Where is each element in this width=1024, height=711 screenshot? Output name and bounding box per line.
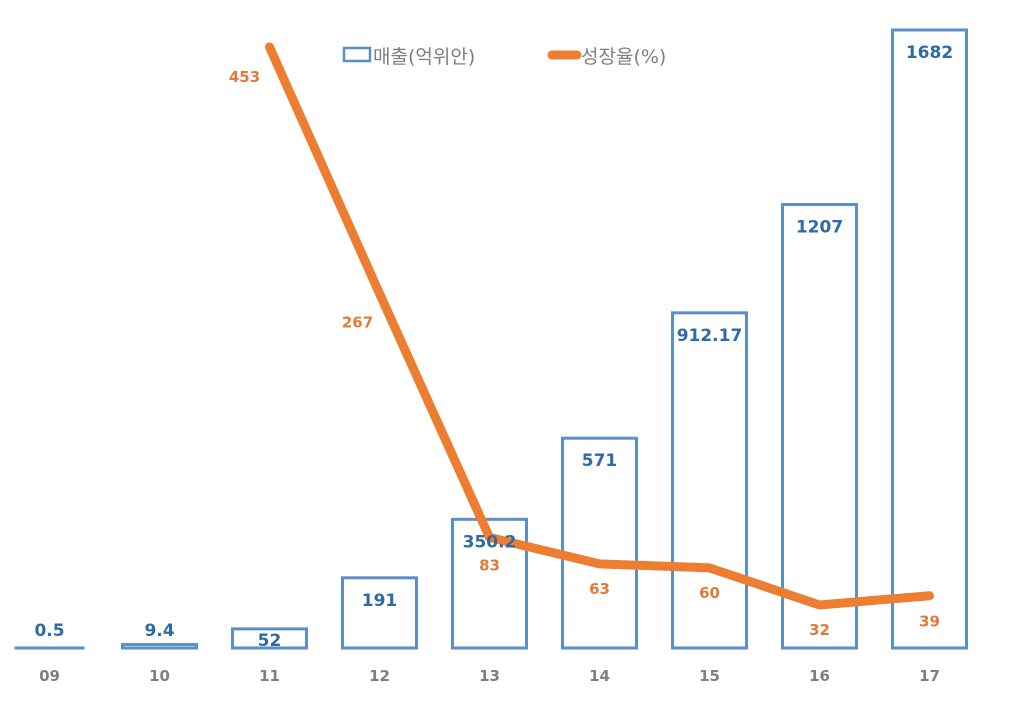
growth-rate-value-label: 63 bbox=[589, 580, 610, 598]
category-label: 13 bbox=[479, 667, 500, 685]
growth-rate-value-label: 39 bbox=[919, 613, 940, 631]
sales-value-label: 9.4 bbox=[144, 621, 174, 641]
sales-value-label: 52 bbox=[258, 631, 282, 651]
sales-bar bbox=[231, 627, 308, 650]
growth-rate-polyline bbox=[265, 42, 934, 610]
sales-bar bbox=[561, 436, 638, 650]
growth-rate-value-label: 83 bbox=[479, 556, 500, 574]
category-label: 17 bbox=[919, 667, 940, 685]
category-label: 09 bbox=[39, 667, 60, 685]
legend-bar-swatch bbox=[342, 46, 372, 63]
sales-bar bbox=[891, 28, 968, 650]
legend: 매출(억위안) 성장율(%) bbox=[342, 46, 666, 68]
sales-value-label: 350.2 bbox=[463, 532, 517, 552]
category-label: 11 bbox=[259, 667, 280, 685]
sales-value-label: 1207 bbox=[796, 218, 843, 238]
growth-rate-line bbox=[265, 42, 934, 610]
sales-bar bbox=[781, 203, 858, 650]
sales-bar bbox=[671, 311, 748, 650]
sales-value-label: 0.5 bbox=[34, 621, 64, 641]
sales-bar bbox=[121, 643, 198, 650]
sales-bars bbox=[14, 28, 968, 650]
legend-bar-label: 매출(억위안) bbox=[373, 46, 475, 68]
category-label: 10 bbox=[149, 667, 170, 685]
sales-value-label: 191 bbox=[362, 591, 398, 611]
sales-value-label: 912.17 bbox=[677, 326, 743, 346]
growth-rate-value-label: 32 bbox=[809, 621, 830, 639]
category-label: 16 bbox=[809, 667, 830, 685]
category-label: 14 bbox=[589, 667, 610, 685]
legend-line-label: 성장율(%) bbox=[581, 46, 666, 68]
x-axis-category-labels: 09 10 11 12 13 14 15 16 17 bbox=[39, 667, 940, 685]
sales-bar bbox=[341, 576, 418, 650]
sales-value-label: 1682 bbox=[906, 43, 953, 63]
growth-rate-labels: 453 267 83 63 60 32 39 bbox=[229, 68, 940, 639]
growth-rate-value-label: 453 bbox=[229, 68, 260, 86]
category-label: 12 bbox=[369, 667, 390, 685]
growth-rate-value-label: 60 bbox=[699, 584, 720, 602]
category-label: 15 bbox=[699, 667, 720, 685]
growth-rate-value-label: 267 bbox=[342, 314, 373, 332]
sales-value-label: 571 bbox=[582, 451, 618, 471]
sales-bar-labels: 0.5 9.4 52 191 350.2 571 912.17 1207 1682 bbox=[34, 43, 953, 651]
